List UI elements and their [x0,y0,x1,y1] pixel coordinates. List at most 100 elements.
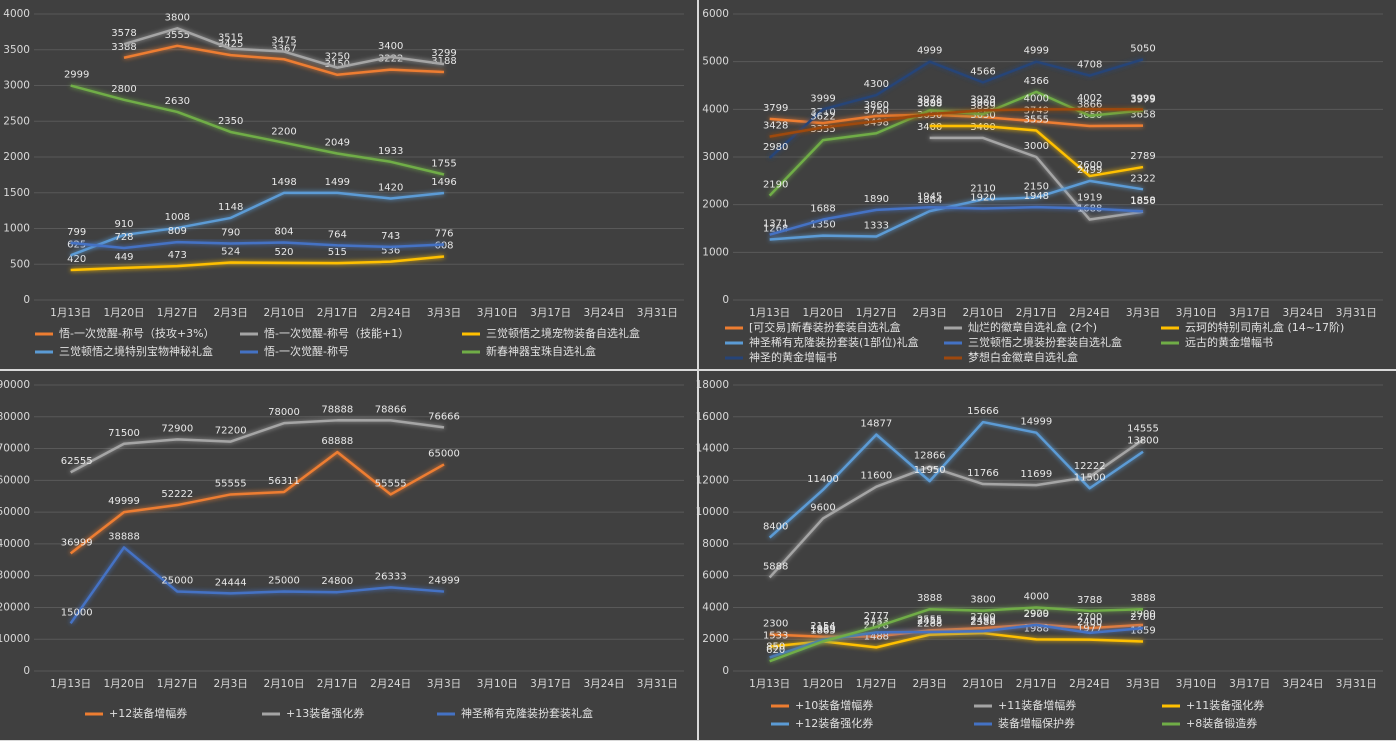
data-label: 38888 [108,531,140,542]
series-line [769,113,1144,128]
y-tick-label: 10000 [0,633,30,645]
data-label: 2777 [864,611,889,622]
data-label: 11500 [1074,472,1106,483]
data-label: 3999 [810,93,835,104]
data-label: 743 [381,231,400,242]
x-tick-label: 2月17日 [317,307,358,319]
y-tick-label: 10000 [696,506,729,518]
legend-label: +10装备增幅券 [795,698,873,712]
y-tick-label: 5000 [702,56,729,68]
series-line [769,179,1144,241]
data-label: 2630 [165,96,190,107]
x-tick-label: 2月3日 [912,678,946,690]
data-label: 5888 [763,561,788,572]
data-label: 62555 [61,456,93,467]
x-tick-label: 3月31日 [637,307,678,319]
data-label: 11766 [967,468,999,479]
data-label: 3888 [1130,593,1155,604]
series-line [929,136,1144,221]
x-tick-label: 3月10日 [477,678,518,690]
data-label: 2110 [970,183,995,194]
y-tick-label: 4000 [3,8,30,20]
data-label: 3498 [864,117,889,128]
data-label: 2498 [970,615,995,626]
x-tick-label: 1月20日 [103,307,144,319]
x-tick-label: 1月13日 [749,678,790,690]
data-label: 3355 [810,124,835,135]
data-label: 24800 [321,576,353,587]
y-tick-label: 2500 [3,115,30,127]
y-tick-label: 3500 [3,44,30,56]
data-label: 728 [114,232,133,243]
data-label: 15000 [61,607,93,618]
series-line [70,240,445,250]
series-line [123,27,445,69]
series-line [769,631,1144,649]
data-label: 3658 [1130,110,1155,121]
data-label: 4000 [1024,93,1049,104]
series-line [769,205,1144,236]
data-label: 3650 [970,110,995,121]
data-label: 3788 [1077,595,1102,606]
data-label: 24444 [215,577,247,588]
y-tick-label: 0 [23,665,30,677]
data-label: 52222 [161,489,193,500]
panel-background [699,371,1396,740]
data-label: 449 [114,252,133,263]
x-tick-label: 3月24日 [583,307,624,319]
x-tick-label: 3月10日 [1176,307,1217,319]
data-label: 3400 [970,122,995,133]
data-label: 3799 [763,103,788,114]
data-label: 809 [168,226,187,237]
legend-label: 灿烂的徽章自选礼盒 (2个) [968,320,1097,334]
x-tick-label: 3月24日 [583,678,624,690]
data-label: 11600 [860,471,892,482]
series-line [769,606,1144,663]
data-label: 25000 [268,576,300,587]
data-label: 2600 [1077,160,1102,171]
data-label: 3555 [1024,115,1049,126]
legend-label: 悟-一次觉醒-称号 [264,344,349,358]
data-label: 3622 [810,111,835,122]
data-label: 25000 [161,576,193,587]
data-label: 1499 [325,177,350,188]
x-tick-label: 3月24日 [1282,307,1323,319]
x-tick-label: 2月10日 [263,678,304,690]
y-tick-label: 2000 [702,633,729,645]
data-label: 1496 [431,177,456,188]
series-line [70,84,445,176]
x-tick-label: 2月24日 [1069,678,1110,690]
y-tick-label: 12000 [696,474,729,486]
data-label: 8400 [763,522,788,533]
x-tick-label: 2月24日 [370,678,411,690]
data-label: 3250 [325,52,350,63]
data-label: 11400 [807,474,839,485]
x-tick-label: 1月27日 [856,678,897,690]
data-label: 3899 [917,98,942,109]
data-label: 78000 [268,407,300,418]
data-label: 790 [221,228,240,239]
data-label: 1371 [763,219,788,230]
data-label: 2049 [325,137,350,148]
data-label: 15666 [967,406,999,417]
data-label: 14555 [1127,424,1159,435]
data-label: 3650 [917,110,942,121]
data-label: 625 [67,239,86,250]
x-tick-label: 2月17日 [1016,307,1057,319]
data-label: 1919 [1077,193,1102,204]
data-label: 2789 [1130,151,1155,162]
x-tick-label: 1月20日 [103,678,144,690]
data-label: 524 [221,247,240,258]
x-tick-label: 3月31日 [637,678,678,690]
data-label: 3388 [111,42,136,53]
data-label: 1865 [810,625,835,636]
data-label: 3749 [1024,105,1049,116]
y-tick-label: 6000 [702,570,729,582]
data-label: 2300 [763,618,788,629]
data-label: 3222 [378,54,403,65]
data-label: 1688 [810,204,835,215]
data-label: 72900 [161,423,193,434]
x-tick-label: 3月10日 [477,307,518,319]
x-tick-label: 3月3日 [427,678,461,690]
